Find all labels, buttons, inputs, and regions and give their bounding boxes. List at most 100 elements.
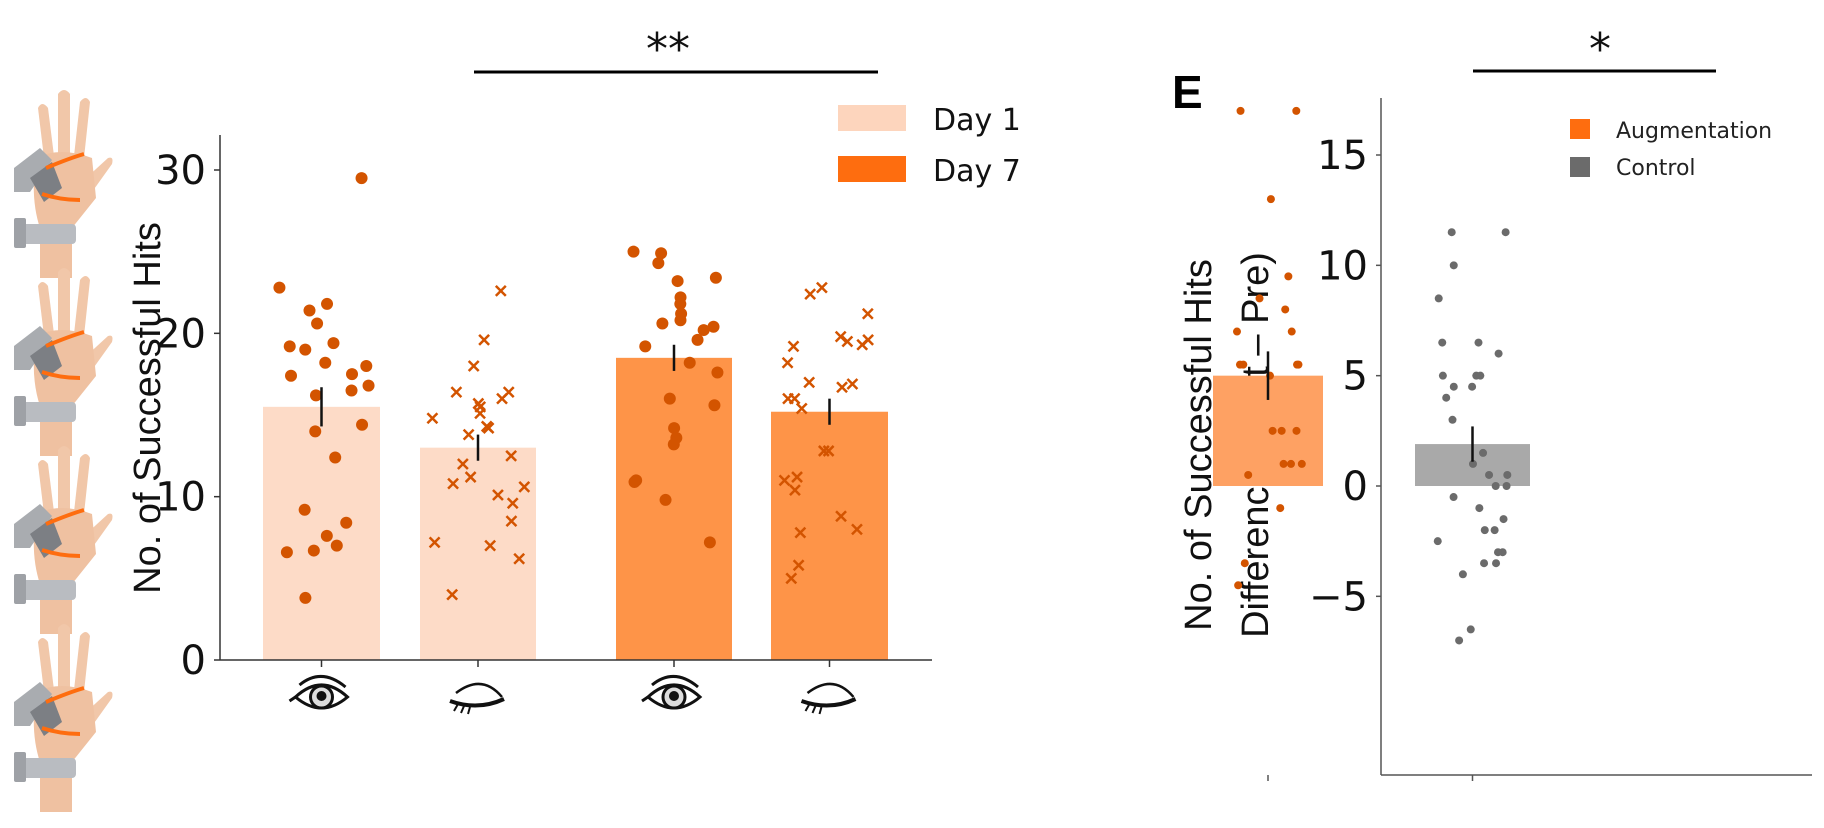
eye-brow <box>298 675 347 689</box>
data-point <box>1502 482 1511 490</box>
eye-lid <box>449 697 505 708</box>
wrist-strap <box>16 758 76 778</box>
data-point-stroke <box>787 340 800 353</box>
data-point <box>462 428 475 441</box>
data-point <box>1287 327 1296 336</box>
data-point <box>683 356 696 369</box>
eye-pupil <box>316 691 327 701</box>
robotic-thumb-base <box>30 518 62 558</box>
data-point <box>691 333 704 346</box>
data-point <box>1266 195 1275 204</box>
y-tick-label: 30 <box>155 148 206 194</box>
data-point-stroke <box>447 477 459 490</box>
data-point <box>1442 393 1451 402</box>
data-point-stroke <box>795 402 808 415</box>
data-point-stroke <box>474 407 486 420</box>
data-point <box>1503 470 1512 479</box>
data-point <box>482 422 495 434</box>
data-point <box>513 552 526 565</box>
data-point-stroke <box>822 445 835 457</box>
data-point-stroke <box>428 536 441 549</box>
data-point <box>1490 526 1499 535</box>
legend-swatch-day1 <box>838 105 906 131</box>
data-point <box>299 591 312 604</box>
data-point <box>360 360 373 372</box>
data-point-stroke <box>513 552 526 565</box>
data-point <box>1244 470 1253 479</box>
data-point <box>1468 459 1477 468</box>
eye-closed-icon <box>449 682 505 715</box>
data-point-stroke <box>492 489 504 501</box>
data-point <box>668 422 681 435</box>
data-point <box>1268 426 1277 435</box>
data-point <box>340 516 353 529</box>
data-point <box>816 281 828 294</box>
data-point-stroke <box>836 381 848 394</box>
data-point <box>1234 581 1243 590</box>
data-point-stroke <box>861 307 874 320</box>
left-y-axis-label: No. of Successful Hits <box>127 222 169 594</box>
data-point <box>674 297 687 310</box>
legend-swatch-day7 <box>838 156 906 182</box>
data-point <box>298 503 311 516</box>
data-point-stroke <box>846 378 859 390</box>
data-point <box>494 284 507 297</box>
orange-band <box>45 152 85 170</box>
data-point <box>707 320 720 333</box>
data-point <box>505 515 518 528</box>
data-point <box>782 392 794 405</box>
data-point <box>467 360 480 372</box>
eye-brow <box>651 675 699 689</box>
data-point-stroke <box>856 338 869 351</box>
data-point <box>1277 426 1286 435</box>
data-point <box>484 539 497 552</box>
y-tick-label: −5 <box>1309 574 1368 620</box>
data-point <box>355 172 368 185</box>
data-point <box>628 475 641 488</box>
eye-open-icon <box>641 675 703 710</box>
data-point-stroke <box>462 428 475 441</box>
wrist-strap-buckle <box>14 752 26 782</box>
data-point <box>1494 349 1503 358</box>
data-point <box>803 376 816 389</box>
data-point <box>791 471 803 483</box>
data-point <box>345 384 358 397</box>
data-point <box>841 335 854 348</box>
data-point <box>285 369 298 382</box>
data-point <box>795 402 808 415</box>
bar <box>420 447 536 660</box>
data-point <box>861 307 874 320</box>
data-point <box>456 458 469 470</box>
data-point <box>697 324 710 337</box>
wrist-strap-buckle <box>14 218 26 248</box>
orange-band <box>45 686 85 704</box>
data-point <box>1499 515 1508 524</box>
data-point-stroke <box>792 559 805 572</box>
data-point <box>708 399 721 412</box>
data-point <box>1455 636 1464 645</box>
data-point <box>1493 548 1502 557</box>
data-point-stroke <box>803 376 816 389</box>
data-point <box>822 445 835 457</box>
legend-label-day1: Day 1 <box>933 103 1021 138</box>
data-point <box>846 378 859 390</box>
data-point <box>450 386 463 399</box>
eye-lash <box>288 695 297 703</box>
data-point <box>1501 228 1510 237</box>
eye-lash <box>641 695 649 703</box>
data-point-stroke <box>484 539 497 552</box>
data-point <box>851 523 863 536</box>
data-point <box>1458 570 1467 579</box>
wrist-strap <box>16 402 76 422</box>
data-point <box>1232 327 1241 336</box>
legend-swatch-augmentation <box>1570 119 1590 139</box>
wrist-strap-buckle <box>14 396 26 426</box>
finger <box>38 638 54 692</box>
orange-band <box>41 548 81 558</box>
data-point <box>787 340 800 353</box>
wrist-strap <box>16 580 76 600</box>
data-point <box>856 338 869 351</box>
data-point <box>309 425 322 438</box>
data-point <box>1434 294 1443 303</box>
eye-lid <box>800 697 857 708</box>
